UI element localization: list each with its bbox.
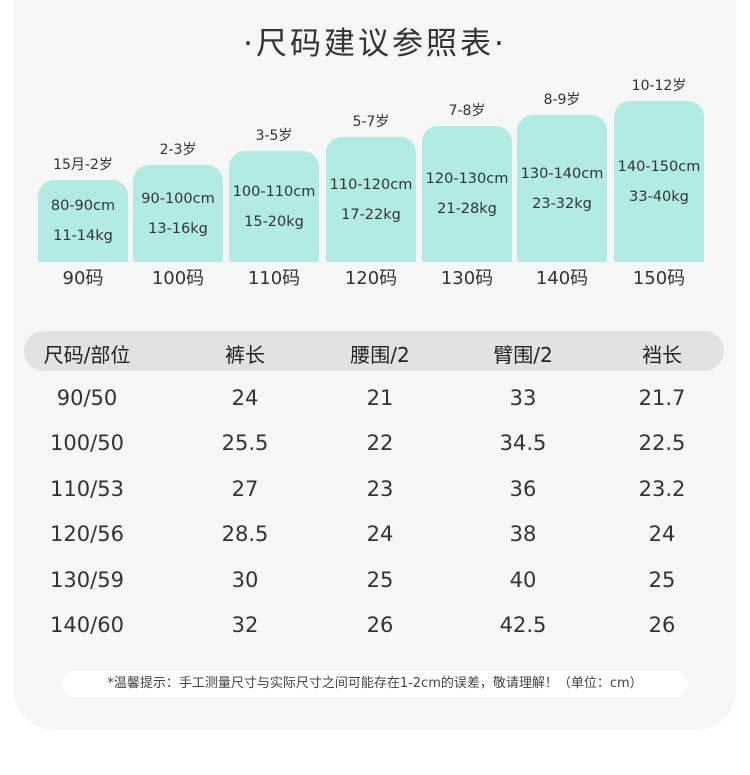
- measurement-note: *温馨提示：手工测量尺寸与实际尺寸之间可能存在1-2cm的误差，敬请理解！（单位…: [62, 671, 688, 697]
- table-cell: 21: [366, 386, 394, 410]
- table-cell: 23: [366, 477, 394, 501]
- size-column: 10-12岁 140-150cm 33-40kg 150码: [614, 0, 704, 300]
- table-header-bg: [24, 331, 724, 371]
- size-label: 130码: [440, 268, 494, 289]
- table-header-cell: 腰围/2: [350, 343, 410, 367]
- table-cell: 140/60: [50, 613, 124, 637]
- table-cell: 24: [231, 386, 259, 410]
- size-column: 5-7岁 110-120cm 17-22kg 120码: [326, 0, 416, 300]
- table-cell: 27: [231, 477, 259, 501]
- table-header-cell: 臂围/2: [493, 343, 553, 367]
- size-column: 3-5岁 100-110cm 15-20kg 110码: [229, 0, 319, 300]
- table-row: 140/60 32 26 42.5 26: [0, 613, 750, 658]
- table-header-cell: 尺码/部位: [43, 343, 131, 367]
- table-cell: 25: [648, 568, 676, 592]
- size-column: 2-3岁 90-100cm 13-16kg 100码: [133, 0, 223, 300]
- page-title: ·尺码建议参照表·: [243, 26, 507, 62]
- age-range-label: 10-12岁: [631, 78, 687, 94]
- table-cell: 22.5: [638, 431, 686, 455]
- table-cell: 22: [366, 431, 394, 455]
- table-cell: 100/50: [50, 431, 124, 455]
- size-bar: 140-150cm 33-40kg: [614, 101, 704, 262]
- table-row: 120/56 28.5 24 38 24: [0, 522, 750, 567]
- size-bar: 110-120cm 17-22kg: [326, 137, 416, 262]
- table-cell: 26: [648, 613, 676, 637]
- size-column: 15月-2岁 80-90cm 11-14kg 90码: [38, 0, 128, 300]
- height-range: 100-110cm: [232, 183, 316, 200]
- size-bar: 120-130cm 21-28kg: [422, 126, 512, 262]
- size-bar: 130-140cm 23-32kg: [517, 115, 607, 262]
- table-cell: 32: [231, 613, 259, 637]
- table-cell: 110/53: [50, 477, 124, 501]
- height-range: 130-140cm: [520, 165, 604, 182]
- table-cell: 38: [509, 522, 537, 546]
- table-cell: 25: [366, 568, 394, 592]
- size-bar: 90-100cm 13-16kg: [133, 165, 223, 262]
- table-row: 90/50 24 21 33 21.7: [0, 386, 750, 431]
- weight-range: 21-28kg: [437, 201, 497, 217]
- size-label: 150码: [632, 268, 686, 289]
- table-cell: 90/50: [56, 386, 118, 410]
- table-cell: 120/56: [50, 522, 124, 546]
- weight-range: 13-16kg: [148, 220, 208, 237]
- age-range-label: 15月-2岁: [53, 157, 113, 173]
- weight-range: 23-32kg: [532, 195, 592, 212]
- age-range-label: 2-3岁: [159, 142, 197, 158]
- height-range: 110-120cm: [329, 176, 413, 193]
- size-bar: 100-110cm 15-20kg: [229, 151, 319, 262]
- table-cell: 26: [366, 613, 394, 637]
- table-cell: 130/59: [50, 568, 124, 592]
- age-range-label: 7-8岁: [448, 103, 486, 119]
- table-cell: 36: [509, 477, 537, 501]
- table-cell: 25.5: [221, 431, 269, 455]
- table-cell: 30: [231, 568, 259, 592]
- table-cell: 23.2: [638, 477, 686, 501]
- size-bars: 15月-2岁 80-90cm 11-14kg 90码 2-3岁 90-100cm 13-16…: [0, 0, 750, 300]
- height-range: 140-150cm: [617, 158, 701, 175]
- size-label: 120码: [344, 268, 398, 289]
- height-range: 80-90cm: [50, 198, 116, 214]
- table-cell: 24: [366, 522, 394, 546]
- size-label: 110码: [247, 268, 301, 289]
- height-range: 120-130cm: [425, 171, 509, 187]
- size-label: 140码: [535, 268, 589, 289]
- size-label: 100码: [151, 268, 205, 289]
- size-bar: 80-90cm 11-14kg: [38, 180, 128, 262]
- weight-range: 17-22kg: [341, 206, 401, 223]
- table-cell: 33: [509, 386, 537, 410]
- weight-range: 11-14kg: [53, 228, 113, 244]
- size-label: 90码: [62, 268, 104, 289]
- size-column: 7-8岁 120-130cm 21-28kg 130码: [422, 0, 512, 300]
- table-cell: 24: [648, 522, 676, 546]
- weight-range: 15-20kg: [244, 213, 304, 230]
- table-row: 100/50 25.5 22 34.5 22.5: [0, 431, 750, 476]
- table-header-cell: 裤长: [225, 343, 265, 367]
- weight-range: 33-40kg: [629, 188, 689, 205]
- table-row: 110/53 27 23 36 23.2: [0, 477, 750, 522]
- table-cell: 40: [509, 568, 537, 592]
- size-column: 8-9岁 130-140cm 23-32kg 140码: [517, 0, 607, 300]
- age-range-label: 8-9岁: [543, 92, 581, 108]
- age-range-label: 5-7岁: [352, 114, 390, 130]
- age-range-label: 3-5岁: [255, 128, 293, 144]
- table-cell: 21.7: [638, 386, 686, 410]
- table-cell: 34.5: [499, 431, 547, 455]
- table-cell: 28.5: [221, 522, 269, 546]
- table-header-cell: 裆长: [642, 343, 682, 367]
- table-cell: 42.5: [499, 613, 547, 637]
- table-row: 130/59 30 25 40 25: [0, 568, 750, 613]
- height-range: 90-100cm: [141, 190, 215, 207]
